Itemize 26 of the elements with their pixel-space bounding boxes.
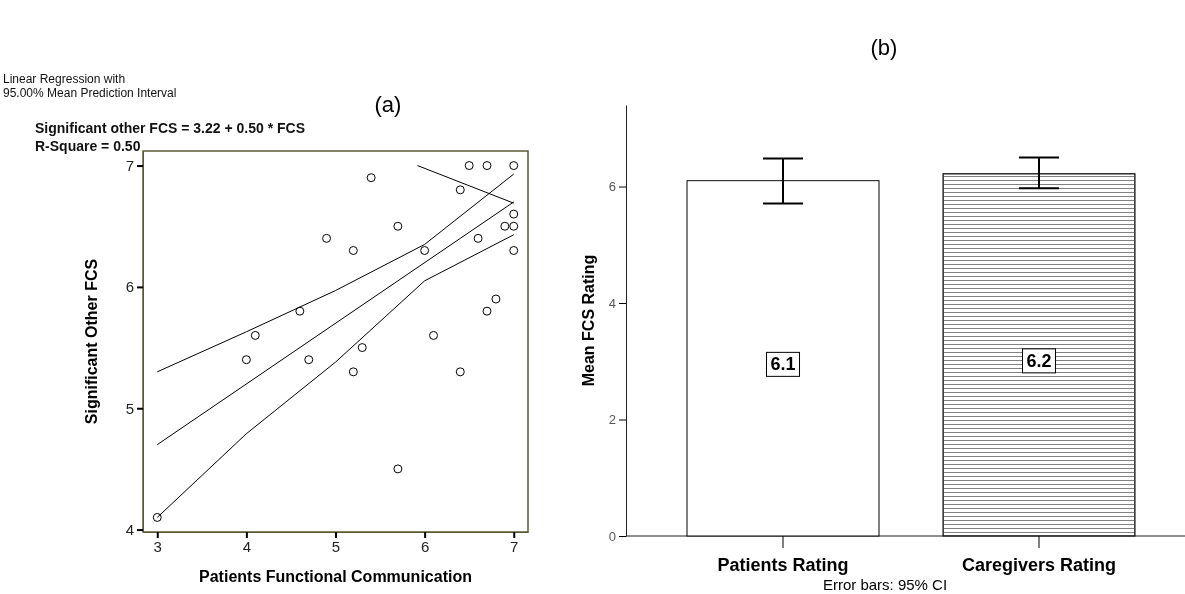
text: Significant other FCS = 3.22 + 0.50 * FCS	[35, 120, 305, 136]
x-tick-label: 5	[331, 537, 341, 555]
y-tick-label: 0	[608, 528, 616, 544]
y-tick-label: 6	[125, 278, 134, 296]
x-tick-label: Patients Rating	[717, 554, 849, 575]
text: Error bars: 95% CI	[822, 576, 948, 593]
x-axis-title: Patients Functional Communication	[199, 568, 472, 585]
x-tick-label: 4	[242, 537, 252, 555]
y-tick-label: 2	[608, 412, 616, 428]
text: Linear Regression with 95.00% Mean Prediction Interval	[3, 72, 177, 100]
data-label: 6.2	[1026, 350, 1052, 371]
data-label: 6.1	[770, 354, 796, 375]
text: R-Square = 0.50	[35, 138, 141, 154]
x-tick-label: 3	[153, 537, 162, 555]
chart-title: (b)	[870, 35, 898, 60]
y-axis-title: Significant Other FCS	[83, 258, 100, 425]
y-axis-title: Mean FCS Rating	[580, 254, 597, 387]
y-tick-label: 5	[125, 399, 134, 417]
x-tick-label: 7	[510, 537, 519, 555]
x-tick-label: Caregivers Rating	[961, 554, 1117, 575]
y-tick-label: 4	[125, 520, 134, 538]
x-tick-label: 6	[420, 537, 430, 555]
y-tick-label: 4	[608, 295, 616, 311]
y-tick-label: 7	[125, 156, 134, 174]
chart-title: (a)	[374, 92, 402, 117]
y-tick-label: 6	[608, 179, 616, 195]
